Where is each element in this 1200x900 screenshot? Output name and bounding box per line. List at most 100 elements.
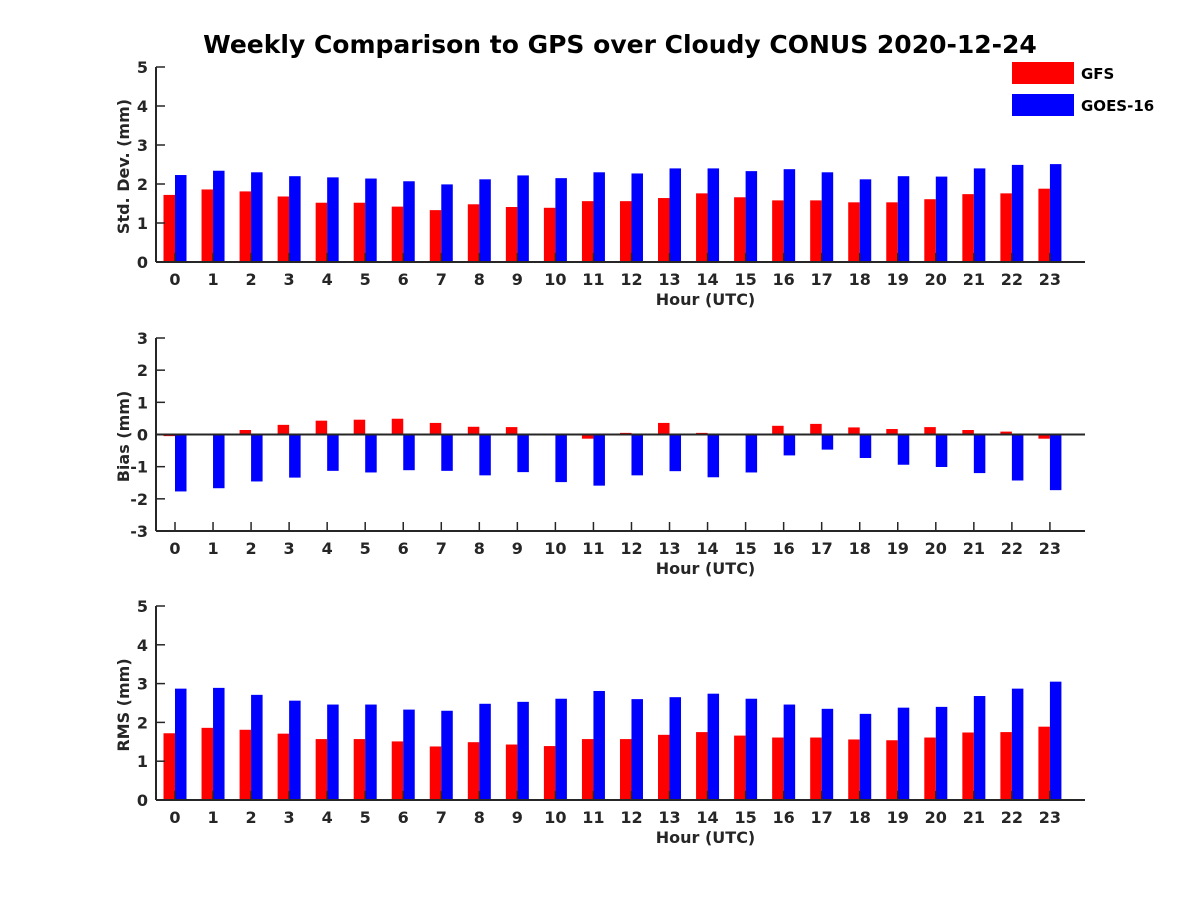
bar-p2-gfs-4 [315, 420, 328, 435]
x-tick-label-p1-4: 4 [322, 270, 333, 289]
x-tick-label-p2-10: 10 [544, 539, 566, 558]
bar-p1-gfs-13 [658, 198, 670, 262]
bar-p2-goes16-8 [479, 434, 491, 476]
x-tick-label-p1-12: 12 [620, 270, 642, 289]
bar-p3-goes16-3 [289, 700, 301, 800]
bar-p1-goes16-19 [897, 176, 910, 262]
bar-p3-goes16-2 [251, 694, 263, 800]
bar-p3-gfs-7 [429, 746, 442, 800]
x-tick-label-p1-19: 19 [887, 270, 909, 289]
bar-p1-goes16-6 [403, 181, 415, 262]
bar-p3-gfs-0 [163, 733, 175, 800]
bar-p1-goes16-22 [1011, 164, 1024, 262]
bar-p1-gfs-22 [1000, 193, 1012, 262]
y-tick-label-p3-1: 1 [137, 752, 148, 771]
x-tick-label-p3-13: 13 [658, 808, 680, 827]
bar-p2-goes16-0 [175, 434, 187, 492]
x-tick-label-p3-1: 1 [207, 808, 218, 827]
bar-p2-gfs-8 [467, 426, 480, 435]
x-tick-label-p2-14: 14 [696, 539, 718, 558]
x-tick-label-p3-0: 0 [169, 808, 180, 827]
x-tick-label-p2-21: 21 [963, 539, 985, 558]
bar-p1-goes16-11 [593, 172, 605, 262]
y-tick-label-p2-0: -3 [130, 522, 148, 541]
legend-label-gfs: GFS [1081, 65, 1115, 83]
y-axis-label-p1: Std. Dev. (mm) [114, 99, 133, 234]
x-tick-label-p3-5: 5 [360, 808, 371, 827]
bar-p3-gfs-16 [772, 737, 784, 800]
bar-p3-gfs-15 [734, 735, 746, 800]
x-tick-label-p2-22: 22 [1001, 539, 1023, 558]
bar-p2-goes16-7 [441, 434, 453, 471]
x-tick-label-p1-8: 8 [474, 270, 485, 289]
x-axis-label-p2: Hour (UTC) [656, 559, 756, 578]
bar-p2-gfs-21 [962, 430, 974, 435]
y-tick-label-p2-5: 2 [137, 361, 148, 380]
x-tick-label-p2-2: 2 [246, 539, 257, 558]
bar-p2-gfs-22 [1000, 431, 1012, 435]
x-tick-label-p1-2: 2 [246, 270, 257, 289]
bar-p1-gfs-1 [201, 189, 214, 262]
bar-p2-goes16-6 [403, 434, 415, 471]
bar-p1-gfs-12 [619, 201, 632, 262]
x-tick-label-p2-5: 5 [360, 539, 371, 558]
x-tick-label-p3-4: 4 [322, 808, 333, 827]
x-tick-label-p3-19: 19 [887, 808, 909, 827]
bar-p1-gfs-7 [429, 210, 442, 262]
bar-p2-goes16-15 [745, 434, 758, 473]
bar-p1-goes16-18 [859, 179, 872, 262]
bar-p1-goes16-0 [175, 175, 187, 262]
x-tick-label-p1-16: 16 [773, 270, 795, 289]
x-tick-label-p2-11: 11 [582, 539, 604, 558]
bar-p2-gfs-23 [1038, 434, 1050, 439]
x-tick-label-p3-7: 7 [436, 808, 447, 827]
x-tick-label-p2-1: 1 [207, 539, 218, 558]
x-tick-label-p3-15: 15 [734, 808, 756, 827]
legend-label-goes16: GOES-16 [1081, 97, 1155, 115]
bar-p2-goes16-23 [1049, 434, 1062, 491]
x-tick-label-p3-10: 10 [544, 808, 566, 827]
x-tick-label-p1-17: 17 [811, 270, 833, 289]
x-tick-label-p2-19: 19 [887, 539, 909, 558]
bar-p1-gfs-8 [467, 204, 480, 262]
bar-p2-goes16-11 [593, 434, 605, 486]
bar-p1-goes16-15 [745, 171, 758, 262]
x-tick-label-p1-3: 3 [284, 270, 295, 289]
bar-p3-goes16-7 [441, 710, 453, 800]
x-tick-label-p2-20: 20 [925, 539, 947, 558]
x-tick-label-p1-1: 1 [207, 270, 218, 289]
bar-p1-gfs-4 [315, 202, 328, 262]
y-tick-label-p1-2: 2 [137, 175, 148, 194]
bar-p3-gfs-19 [886, 740, 898, 800]
bar-p3-gfs-1 [201, 727, 214, 800]
x-tick-label-p2-3: 3 [284, 539, 295, 558]
bar-p1-gfs-19 [886, 202, 898, 262]
x-tick-label-p3-23: 23 [1039, 808, 1061, 827]
x-tick-label-p2-17: 17 [811, 539, 833, 558]
bar-p3-goes16-4 [327, 704, 339, 800]
bar-p3-gfs-12 [619, 739, 632, 800]
bar-p3-goes16-13 [669, 697, 682, 800]
bar-p2-goes16-10 [555, 434, 567, 483]
bar-p3-gfs-14 [696, 732, 708, 800]
x-tick-label-p3-16: 16 [773, 808, 795, 827]
x-tick-label-p3-8: 8 [474, 808, 485, 827]
bar-p2-goes16-1 [213, 434, 225, 489]
x-tick-label-p3-18: 18 [849, 808, 871, 827]
x-tick-label-p3-14: 14 [696, 808, 718, 827]
bar-p3-goes16-11 [593, 690, 605, 800]
bar-p1-goes16-1 [213, 170, 225, 262]
x-tick-label-p3-11: 11 [582, 808, 604, 827]
legend-swatch-goes16 [1012, 94, 1074, 116]
bar-p3-goes16-21 [973, 696, 986, 800]
x-tick-label-p3-2: 2 [246, 808, 257, 827]
bar-p2-goes16-18 [859, 434, 872, 458]
bar-p3-gfs-23 [1038, 726, 1050, 800]
x-tick-label-p2-0: 0 [169, 539, 180, 558]
x-tick-label-p3-3: 3 [284, 808, 295, 827]
bar-p3-gfs-21 [962, 732, 974, 800]
x-tick-label-p2-16: 16 [773, 539, 795, 558]
bar-p2-goes16-17 [821, 434, 834, 450]
bar-p3-gfs-2 [239, 729, 252, 800]
